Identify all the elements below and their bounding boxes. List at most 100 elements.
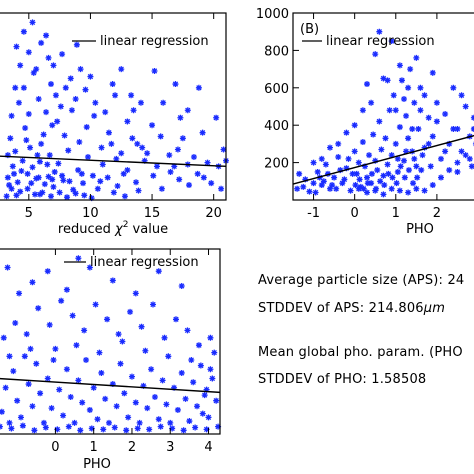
panel-c-point xyxy=(102,395,109,402)
panel-a-point xyxy=(59,172,66,179)
panel-b-point xyxy=(345,155,352,162)
panel-b-point xyxy=(352,182,359,189)
panel-c-point xyxy=(60,412,67,419)
panel-a-point xyxy=(51,168,58,175)
panel-c-point xyxy=(203,426,210,433)
panel-c-point xyxy=(75,377,82,384)
panel-a-point xyxy=(28,180,35,187)
panel-b-point xyxy=(403,112,410,119)
panel-c-x-tick-label: 3 xyxy=(166,440,174,455)
panel-c-point xyxy=(121,390,128,397)
panel-c-frame xyxy=(0,248,221,435)
panel-b-point xyxy=(333,185,340,192)
panel-c-point xyxy=(19,422,26,429)
panel-b-point xyxy=(370,131,377,138)
panel-c-point xyxy=(215,423,222,430)
panel-c-point xyxy=(169,425,176,432)
panel-c-x-tick-label: 4 xyxy=(204,440,212,455)
panel-a-x-tick-label: 10 xyxy=(82,206,99,221)
panel-b-point xyxy=(397,163,404,170)
panel-b-frame xyxy=(292,12,474,201)
panel-c-point xyxy=(132,290,139,297)
panel-b-point xyxy=(294,185,301,192)
panel-a-point xyxy=(20,84,27,91)
panel-a-point xyxy=(97,178,104,185)
panel-b-point xyxy=(364,189,370,196)
panel-a-point xyxy=(50,183,57,190)
panel-c-point xyxy=(178,283,185,289)
panel-a-points xyxy=(3,19,229,202)
panel-b-point xyxy=(376,118,383,125)
panel-b-point xyxy=(355,185,362,192)
panel-b-point xyxy=(429,69,436,76)
panel-a-point xyxy=(91,112,98,119)
panel-a-point xyxy=(15,99,22,106)
panel-b-point xyxy=(405,189,412,196)
panel-c-point xyxy=(186,418,193,425)
panel-c-point xyxy=(142,347,149,354)
panel-b-point xyxy=(359,107,366,114)
panel-b-point xyxy=(364,180,371,187)
panel-a-point xyxy=(25,49,32,56)
panel-a-point xyxy=(118,66,125,73)
panel-b-point xyxy=(388,185,395,192)
panel-a-point xyxy=(72,96,79,103)
panel-a-point xyxy=(33,175,40,182)
panel-a-point xyxy=(110,189,117,196)
panel-c-point xyxy=(27,345,34,352)
panel-b-point xyxy=(396,187,403,194)
panel-b-point xyxy=(421,187,428,194)
panel-a-point xyxy=(68,107,75,114)
panel-a-point xyxy=(65,147,72,154)
panel-a-point xyxy=(88,195,95,202)
panel-b-point xyxy=(380,191,387,198)
panel-a-point xyxy=(82,86,89,93)
panel-a-x-axis-title: reduced χ2 value xyxy=(58,220,168,237)
panel-b-point xyxy=(390,92,397,99)
panel-a-point xyxy=(45,54,52,61)
panel-c-point xyxy=(192,424,199,431)
panel-c-point xyxy=(165,353,172,360)
panel-c-point xyxy=(79,399,86,406)
panel-b-point xyxy=(347,187,354,194)
panel-a-point xyxy=(176,176,183,183)
panel-b-point xyxy=(378,146,385,153)
panel-a-point xyxy=(157,133,164,140)
panel-c-point xyxy=(207,366,214,373)
panel-a-point xyxy=(87,73,94,80)
panel-c-point xyxy=(63,366,70,373)
panel-b-point xyxy=(331,174,338,181)
panel-c-point xyxy=(4,264,11,271)
panel-a-point xyxy=(105,129,112,136)
panel-b-point xyxy=(415,125,422,132)
panel-c-point xyxy=(125,414,132,421)
panel-b-point xyxy=(392,107,399,114)
panel-c-point xyxy=(113,403,120,410)
panel-c-point xyxy=(63,286,70,293)
panel-c-point xyxy=(86,406,93,413)
panel-c-point xyxy=(150,301,157,308)
panel-c-point xyxy=(140,382,147,389)
panel-c-point xyxy=(44,268,51,275)
panel-a-point xyxy=(153,163,160,170)
panel-a-point xyxy=(56,189,63,196)
panel-c-point xyxy=(174,406,181,413)
panel-a-point xyxy=(64,194,71,201)
panel-b-point xyxy=(414,174,421,181)
panel-c-point xyxy=(37,390,44,397)
panel-a-point xyxy=(35,174,42,181)
panel-c-point xyxy=(178,369,185,376)
panel-a-point xyxy=(41,181,48,188)
panel-c-x-tick-label: 1 xyxy=(90,440,98,455)
panel-b-point xyxy=(429,133,436,140)
panel-b-point xyxy=(417,107,424,114)
panel-a-point xyxy=(77,66,84,73)
panel-a-frame xyxy=(0,12,227,201)
panel-a-point xyxy=(23,137,30,144)
panel-a-point xyxy=(4,174,11,181)
panel-c-point xyxy=(25,381,32,388)
panel-a-point xyxy=(184,107,191,114)
panel-a-point xyxy=(3,193,10,200)
panel-b-point xyxy=(359,139,366,146)
panel-b-point xyxy=(403,148,410,155)
